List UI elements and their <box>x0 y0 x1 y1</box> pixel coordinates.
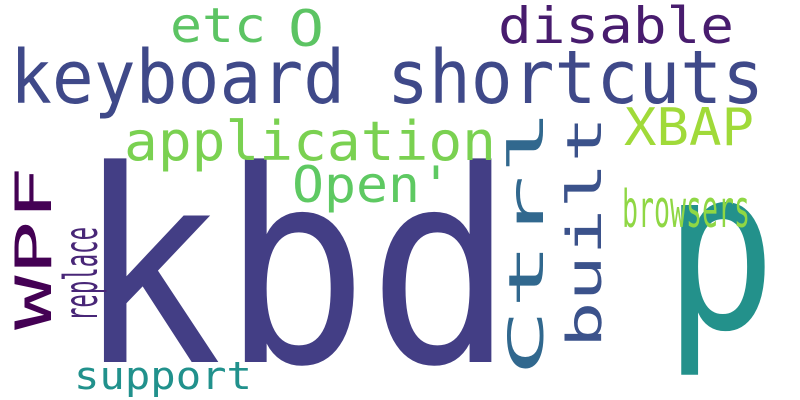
word-xbap: XBAP <box>624 98 754 158</box>
word-o: O <box>288 0 324 58</box>
word-wpf: replace <box>54 227 108 321</box>
word-ctrl: browsers <box>622 180 750 240</box>
word-support: built <box>557 116 613 348</box>
word-open: Open' <box>292 156 452 214</box>
word-browsers: Ctrl <box>499 108 555 376</box>
word-replace: support <box>74 354 252 398</box>
word-disable: disable <box>498 0 734 55</box>
word-etc: etc <box>170 0 266 54</box>
word-p: p <box>664 120 776 382</box>
